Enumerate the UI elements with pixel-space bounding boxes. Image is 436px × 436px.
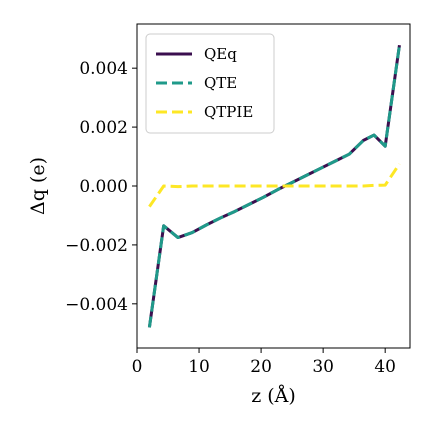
series-line-qte	[147, 45, 401, 328]
y-tick-label: 0.002	[79, 118, 128, 138]
legend-box	[145, 33, 275, 134]
y-tick-label: 0.004	[79, 59, 128, 79]
legend-label-qeq: QEq	[204, 45, 237, 63]
x-tick-label: 40	[374, 357, 396, 377]
x-tick-label: 30	[312, 357, 334, 377]
y-tick-label: −0.002	[65, 236, 128, 256]
x-axis-label: z (Å)	[251, 385, 296, 407]
y-tick-label: 0.000	[79, 177, 128, 197]
y-tick-label: −0.004	[65, 295, 128, 315]
x-tick-label: 0	[132, 357, 143, 377]
legend-label-qtpie: QTPIE	[204, 103, 253, 121]
x-tick-label: 10	[188, 357, 210, 377]
x-axis-ticks: 0 10 20 30 40	[132, 348, 396, 377]
y-axis-label: Δq (e)	[27, 157, 49, 215]
y-axis-ticks: −0.004 −0.002 0.000 0.002 0.004	[65, 59, 137, 315]
series-line-qtpie	[148, 163, 401, 208]
legend-label-qte: QTE	[204, 74, 237, 92]
series-lines	[147, 45, 401, 328]
x-tick-label: 20	[250, 357, 272, 377]
legend: QEq QTE QTPIE	[145, 33, 275, 134]
